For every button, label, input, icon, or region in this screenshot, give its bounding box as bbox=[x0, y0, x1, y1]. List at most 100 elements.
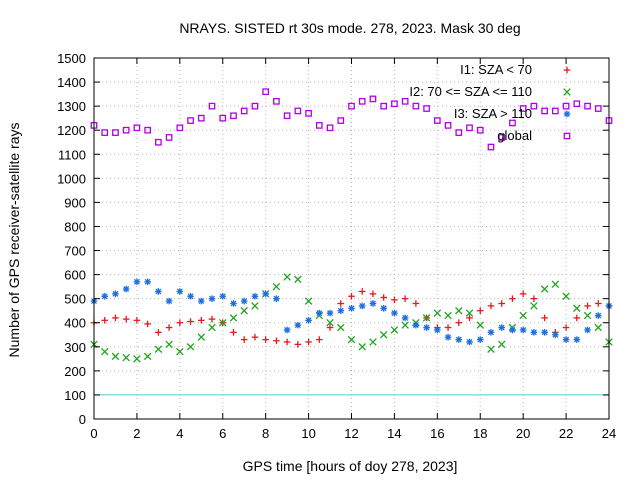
data-point bbox=[541, 329, 548, 336]
data-point bbox=[155, 288, 162, 295]
data-point bbox=[176, 319, 184, 327]
legend-marker bbox=[563, 110, 571, 118]
data-point bbox=[101, 129, 109, 136]
data-point bbox=[316, 336, 323, 343]
data-point bbox=[466, 314, 473, 322]
data-point bbox=[509, 326, 516, 334]
data-point bbox=[584, 102, 591, 110]
data-point bbox=[509, 295, 516, 302]
y-tick-label: 300 bbox=[64, 340, 86, 355]
legend-marker bbox=[563, 66, 571, 74]
data-point bbox=[262, 88, 270, 96]
data-point bbox=[348, 304, 355, 312]
y-tick-label: 900 bbox=[64, 195, 86, 210]
data-point bbox=[487, 329, 495, 336]
data-point bbox=[584, 326, 591, 334]
data-point bbox=[337, 323, 345, 332]
data-point bbox=[165, 297, 173, 305]
data-point bbox=[165, 324, 173, 331]
data-point bbox=[197, 317, 205, 324]
data-point bbox=[573, 100, 581, 108]
y-tick-label: 700 bbox=[64, 244, 86, 259]
y-tick-label: 1000 bbox=[57, 171, 86, 186]
data-point bbox=[390, 326, 399, 334]
data-point bbox=[487, 143, 495, 151]
legend-label: I1: SZA < 70 bbox=[460, 62, 532, 77]
data-point bbox=[218, 318, 227, 327]
x-tick-label: 24 bbox=[602, 426, 616, 441]
data-point bbox=[111, 352, 120, 361]
data-point bbox=[240, 107, 248, 115]
data-point bbox=[251, 333, 259, 341]
axis-ticks: 0 2 4 6 8 10 12 14 16 18 20 22 240100200300400500600… bbox=[57, 51, 616, 441]
data-point bbox=[466, 124, 473, 132]
data-point bbox=[487, 345, 495, 353]
data-point bbox=[112, 129, 119, 136]
data-point bbox=[541, 107, 548, 115]
data-point bbox=[444, 311, 452, 320]
data-point bbox=[391, 296, 398, 304]
data-point bbox=[562, 324, 570, 331]
data-point bbox=[348, 102, 355, 110]
x-tick-label: 12 bbox=[344, 426, 358, 441]
legend-marker bbox=[563, 132, 571, 140]
data-point bbox=[176, 124, 184, 132]
data-point bbox=[423, 324, 430, 331]
y-tick-label: 800 bbox=[64, 219, 86, 234]
data-point bbox=[434, 326, 441, 334]
data-point bbox=[315, 122, 323, 129]
data-point bbox=[219, 292, 227, 300]
data-point bbox=[122, 315, 130, 323]
data-point bbox=[294, 275, 302, 284]
y-tick-label: 400 bbox=[64, 316, 86, 331]
data-point bbox=[401, 295, 409, 302]
data-point bbox=[476, 336, 484, 343]
data-point bbox=[154, 345, 163, 353]
data-point bbox=[133, 124, 141, 132]
data-point bbox=[540, 285, 549, 293]
data-point bbox=[240, 336, 248, 343]
data-point bbox=[358, 288, 366, 295]
y-tick-label: 500 bbox=[64, 292, 86, 307]
data-point bbox=[283, 112, 291, 120]
x-axis-title: GPS time [hours of doy 278, 2023] bbox=[243, 458, 458, 474]
data-point bbox=[337, 300, 345, 307]
data-point bbox=[348, 292, 355, 300]
data-point bbox=[444, 122, 452, 129]
data-point bbox=[412, 102, 420, 110]
data-point bbox=[380, 294, 387, 301]
data-point bbox=[283, 338, 291, 346]
data-point bbox=[197, 297, 205, 305]
data-point bbox=[444, 333, 452, 341]
data-point bbox=[197, 114, 205, 122]
data-point bbox=[541, 314, 548, 322]
data-point bbox=[391, 309, 398, 317]
data-point bbox=[401, 321, 409, 329]
data-point bbox=[240, 306, 248, 315]
data-point bbox=[294, 107, 302, 115]
grid bbox=[94, 58, 609, 419]
series-layer bbox=[90, 88, 613, 363]
data-point bbox=[230, 329, 237, 336]
data-point bbox=[294, 321, 302, 329]
data-point bbox=[358, 302, 366, 310]
data-point bbox=[283, 326, 291, 334]
data-point bbox=[337, 117, 345, 124]
data-point bbox=[487, 302, 495, 310]
y-tick-label: 200 bbox=[64, 364, 86, 379]
data-point bbox=[369, 95, 377, 103]
data-point bbox=[583, 311, 592, 320]
data-point bbox=[562, 102, 570, 110]
x-tick-label: 18 bbox=[473, 426, 487, 441]
data-point bbox=[562, 292, 570, 301]
data-point bbox=[229, 314, 238, 322]
data-point bbox=[144, 278, 151, 286]
data-point bbox=[133, 278, 141, 286]
data-point bbox=[273, 295, 280, 302]
data-point bbox=[401, 314, 409, 322]
data-point bbox=[326, 124, 334, 132]
data-point bbox=[208, 102, 216, 110]
data-point bbox=[358, 343, 366, 351]
data-point bbox=[101, 292, 109, 300]
data-point bbox=[305, 317, 312, 324]
